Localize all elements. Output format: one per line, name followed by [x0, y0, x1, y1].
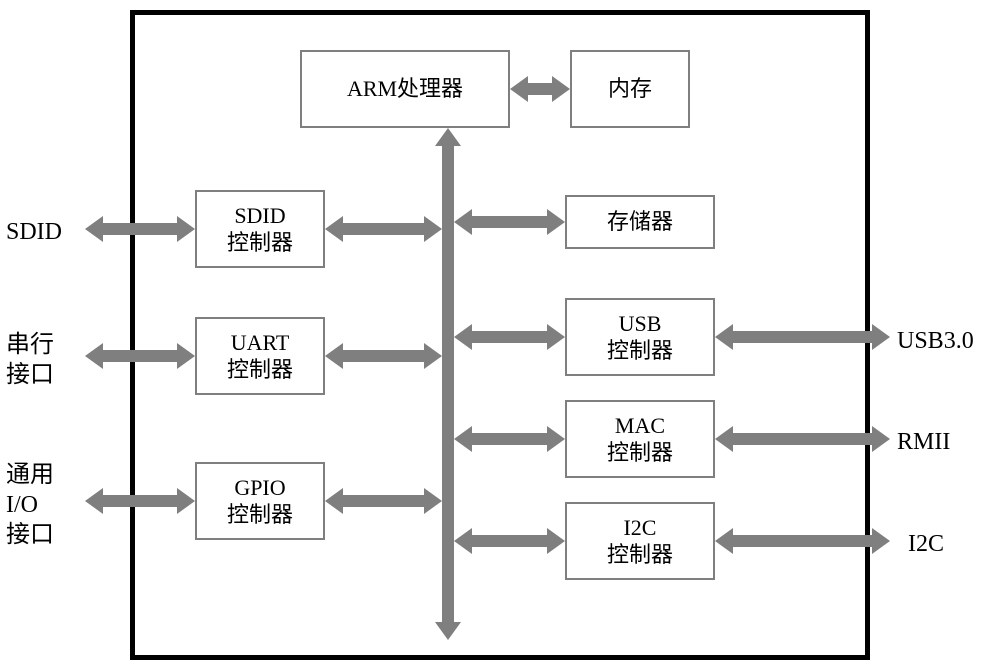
sdid-ext-label: SDID	[6, 217, 96, 247]
usb-label: USB 控制器	[607, 310, 673, 365]
storage-box: 存储器	[565, 195, 715, 249]
diagram-stage: ARM处理器 内存 SDID 控制器 UART 控制器 GPIO 控制器 存储器…	[0, 0, 1000, 671]
bus-arrow	[435, 128, 461, 640]
gpio-label: GPIO 控制器	[227, 474, 293, 529]
mac-label: MAC 控制器	[607, 412, 673, 467]
usb3-ext-label: USB3.0	[897, 326, 997, 356]
mac-ctrl-box: MAC 控制器	[565, 400, 715, 478]
memory-box: 内存	[570, 50, 690, 128]
sdid-ctrl-box: SDID 控制器	[195, 190, 325, 268]
arm-mem-arrow	[510, 76, 570, 102]
rmii-ext-label: RMII	[897, 427, 997, 457]
i2c-ctrl-box: I2C 控制器	[565, 502, 715, 580]
mac-ext-arrow	[715, 426, 890, 452]
mem-label: 内存	[608, 75, 652, 103]
usb-ctrl-box: USB 控制器	[565, 298, 715, 376]
arm-label: ARM处理器	[347, 75, 463, 103]
i2c-ext-label: I2C	[908, 529, 1000, 559]
uart-ext-arrow	[85, 343, 195, 369]
gpio-ext-label: 通用 I/O 接口	[6, 460, 96, 550]
storage-bus-arrow	[454, 209, 565, 235]
usb-bus-arrow	[454, 324, 565, 350]
storage-label: 存储器	[607, 208, 673, 236]
arm-processor-box: ARM处理器	[300, 50, 510, 128]
gpio-ctrl-box: GPIO 控制器	[195, 462, 325, 540]
i2c-label: I2C 控制器	[607, 514, 673, 569]
i2c-bus-arrow	[454, 528, 565, 554]
gpio-ext-arrow	[85, 488, 195, 514]
sdid-bus-arrow	[325, 216, 442, 242]
uart-ctrl-box: UART 控制器	[195, 317, 325, 395]
uart-label: UART 控制器	[227, 329, 293, 384]
usb-ext-arrow	[715, 324, 890, 350]
sdid-label: SDID 控制器	[227, 202, 293, 257]
serial-ext-label: 串行 接口	[6, 330, 96, 390]
uart-bus-arrow	[325, 343, 442, 369]
mac-bus-arrow	[454, 426, 565, 452]
gpio-bus-arrow	[325, 488, 442, 514]
sdid-ext-arrow	[85, 216, 195, 242]
i2c-ext-arrow	[715, 528, 890, 554]
